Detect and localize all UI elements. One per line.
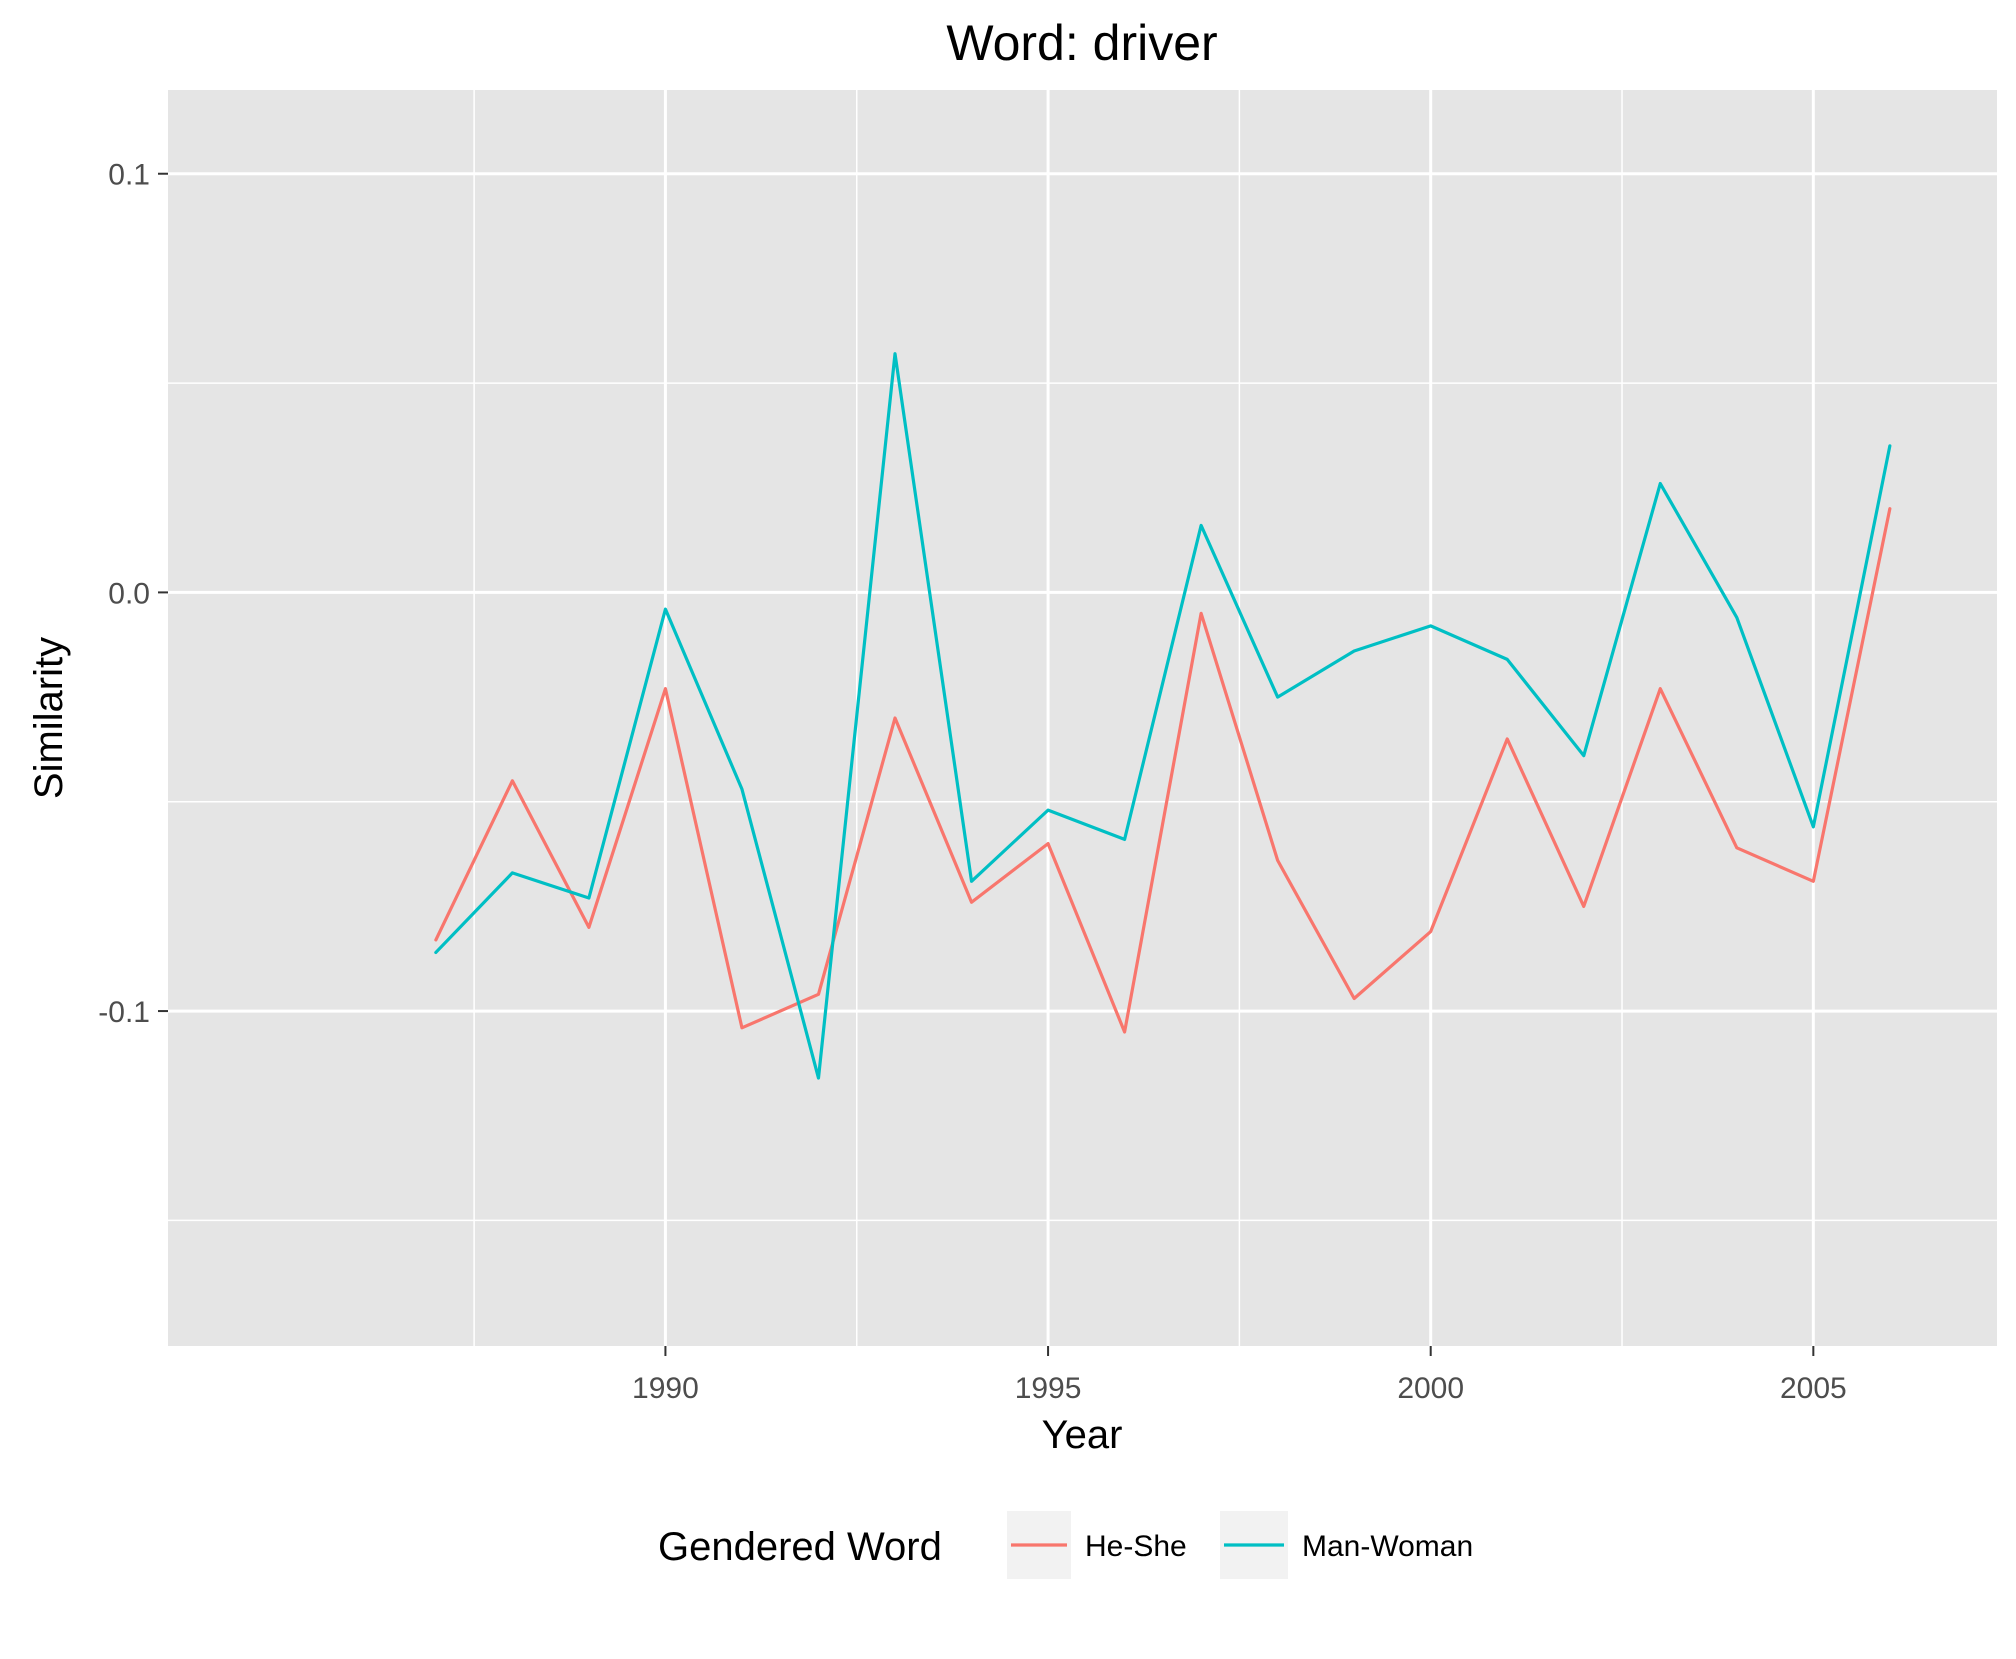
chart-title: Word: driver xyxy=(946,15,1217,71)
legend-label-he-she: He-She xyxy=(1085,1530,1187,1563)
series-line-he-she xyxy=(434,507,1892,1034)
legend-title: Gendered Word xyxy=(658,1525,942,1569)
x-tick-label: 1990 xyxy=(632,1372,699,1405)
axes: 1990 1995 2000 2005 -0.1 0.0 0.1 xyxy=(98,159,1846,1405)
y-tick-label: 0.0 xyxy=(108,577,150,610)
plot-area xyxy=(168,90,1997,1346)
x-tick-label: 2000 xyxy=(1397,1372,1464,1405)
y-tick-label: 0.1 xyxy=(108,159,150,192)
legend-label-man-woman: Man-Woman xyxy=(1302,1530,1473,1563)
y-axis-title: Similarity xyxy=(27,637,71,799)
x-axis-title: Year xyxy=(1042,1413,1123,1457)
legend: Gendered Word He-She Man-Woman xyxy=(658,1511,1473,1579)
series-line-man-woman xyxy=(434,352,1892,1080)
grid-lines xyxy=(168,90,1997,1346)
series-lines xyxy=(434,352,1892,1080)
x-tick-label: 2005 xyxy=(1780,1372,1847,1405)
y-tick-label: -0.1 xyxy=(98,996,150,1029)
x-tick-label: 1995 xyxy=(1015,1372,1082,1405)
